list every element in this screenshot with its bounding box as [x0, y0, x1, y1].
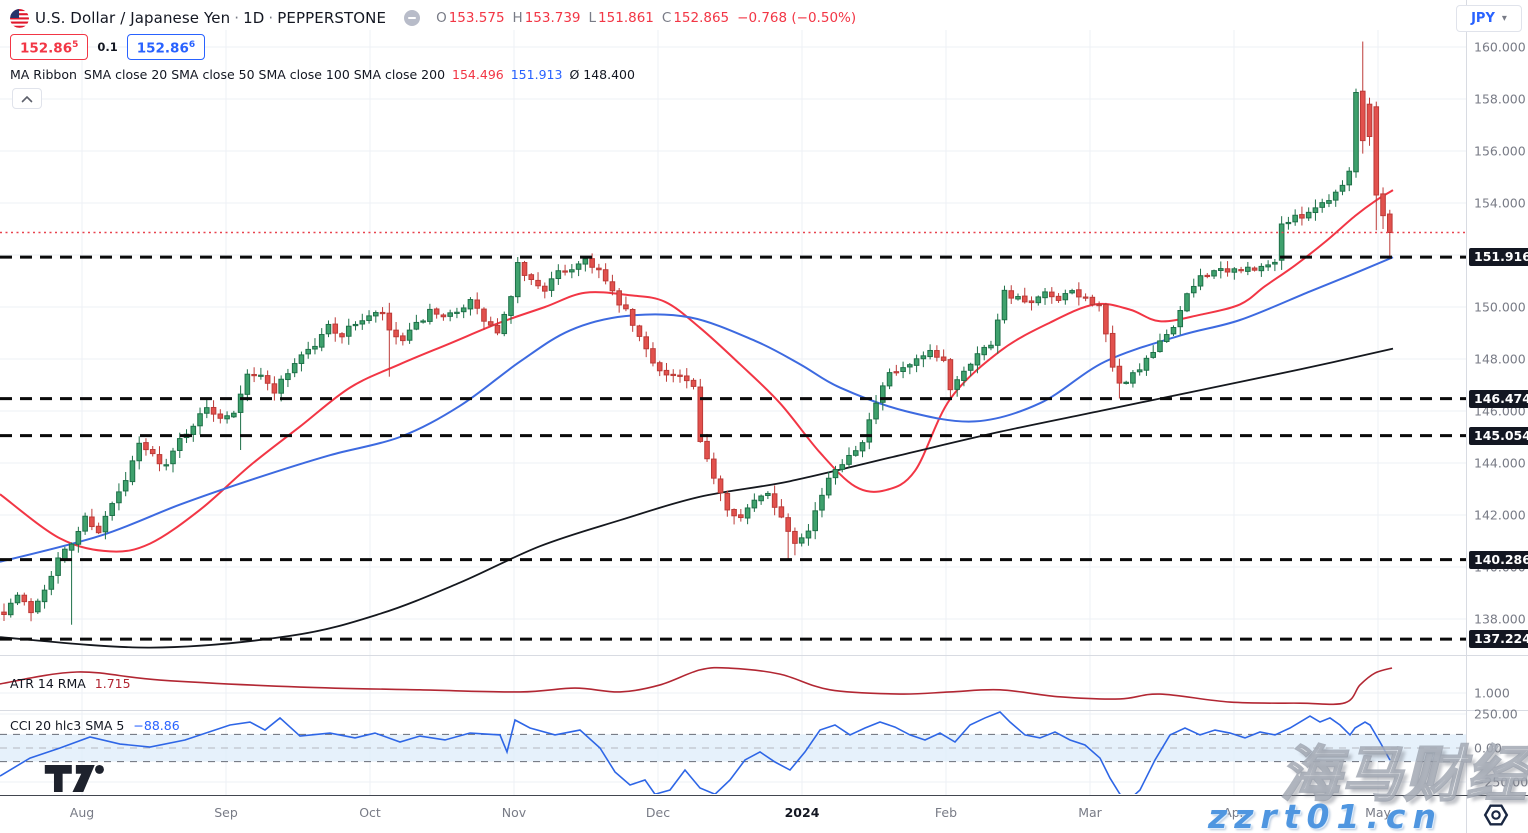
time-axis-separator — [0, 795, 1528, 796]
cci-axis-label: 0.00 — [1474, 740, 1502, 756]
price-axis-label: 138.000 — [1474, 611, 1526, 627]
sma20-value: 154.496 — [452, 66, 504, 82]
chart-canvas[interactable] — [0, 0, 1466, 795]
minus-circle-icon[interactable] — [404, 10, 421, 26]
watermark-latin: zzrt01.cn — [1208, 797, 1443, 833]
spread-value: 0.1 — [97, 40, 118, 54]
price-level-badge: 151.916 — [1469, 248, 1528, 267]
chevron-down-icon: ▾ — [1501, 13, 1507, 24]
currency-toggle[interactable]: JPY ▾ — [1456, 5, 1522, 32]
gear-hexagon-icon — [1483, 802, 1509, 832]
sma50-value: 151.913 — [510, 66, 563, 82]
time-axis-label: Oct — [359, 805, 381, 820]
time-axis-label: Dec — [645, 805, 671, 820]
atr-legend[interactable]: ATR 14 RMA 1.715 — [10, 676, 131, 691]
price-axis-label: 142.000 — [1474, 507, 1526, 523]
time-axis-label: Feb — [934, 805, 958, 820]
ma-ribbon-legend[interactable]: MA Ribbon SMA close 20 SMA close 50 SMA … — [10, 66, 635, 82]
sma200-value: Ø 148.400 — [569, 66, 635, 82]
symbol-legend-row: U.S. Dollar / Japanese Yen · 1D · PEPPERSTON… — [10, 7, 856, 29]
us-flag-icon — [10, 8, 29, 28]
price-axis-label: 156.000 — [1474, 143, 1526, 159]
price-axis-label: 154.000 — [1474, 195, 1526, 211]
price-level-badge: 140.286 — [1469, 550, 1528, 569]
price-axis-label: 144.000 — [1474, 455, 1526, 471]
price-axis-label: 160.000 — [1474, 39, 1526, 55]
price-level-badge: 145.054 — [1469, 426, 1528, 445]
atr-axis-label: 1.000 — [1474, 685, 1510, 701]
cci-axis-label: −250.00 — [1474, 774, 1528, 790]
time-axis-label: Aug — [69, 805, 95, 820]
time-scale[interactable]: Aug Sep Oct Nov Dec 2024 Feb Mar Apr May — [0, 796, 1528, 833]
symbol-title[interactable]: U.S. Dollar / Japanese Yen · 1D · PEPPERSTON… — [35, 9, 387, 27]
price-axis-border — [1466, 0, 1467, 833]
cci-axis-label: 250.00 — [1474, 706, 1518, 722]
price-level-badge: 137.224 — [1469, 630, 1528, 649]
time-axis-label: Mar — [1078, 805, 1102, 820]
price-axis-label: 158.000 — [1474, 91, 1526, 107]
quote-row: 152.865 0.1 152.866 — [10, 33, 206, 61]
ma-ribbon-title: MA Ribbon — [10, 66, 77, 82]
ma-ribbon-params: SMA close 20 SMA close 50 SMA close 100 … — [83, 66, 446, 82]
price-scale[interactable]: 160.000 158.000 156.000 154.000 150.000 148.0… — [1467, 0, 1528, 795]
cci-title: CCI 20 hlc3 SMA 5 — [10, 718, 125, 733]
atr-value: 1.715 — [94, 676, 131, 691]
change-value: −0.768 (−0.50%) — [737, 10, 857, 26]
ohlc-values: O 153.575 H 153.739 L 151.861 C 152.865 −0.7… — [436, 10, 857, 26]
watermark-cjk: 海马财经 — [1279, 739, 1528, 811]
price-axis-label: 150.000 — [1474, 299, 1526, 315]
time-axis-label: Nov — [501, 805, 527, 820]
tradingview-logo[interactable] — [44, 765, 132, 796]
atr-title: ATR 14 RMA — [10, 676, 86, 691]
cci-value: −88.86 — [133, 718, 180, 733]
price-level-badge: 146.474 — [1469, 389, 1528, 408]
time-axis-label: May — [1365, 805, 1391, 820]
time-axis-label: Sep — [214, 805, 238, 820]
buy-button[interactable]: 152.866 — [126, 33, 206, 61]
sell-button[interactable]: 152.865 — [10, 33, 89, 61]
cci-legend[interactable]: CCI 20 hlc3 SMA 5 −88.86 — [10, 718, 180, 733]
pane-separator-atr[interactable] — [0, 655, 1528, 656]
currency-label: JPY — [1471, 11, 1495, 26]
time-axis-label: Apr — [1223, 805, 1245, 820]
collapse-legend-button[interactable] — [12, 88, 42, 109]
price-axis-label: 148.000 — [1474, 351, 1526, 367]
time-axis-label: 2024 — [784, 805, 820, 820]
chevron-up-icon — [21, 95, 33, 102]
pane-separator-cci[interactable] — [0, 710, 1528, 711]
